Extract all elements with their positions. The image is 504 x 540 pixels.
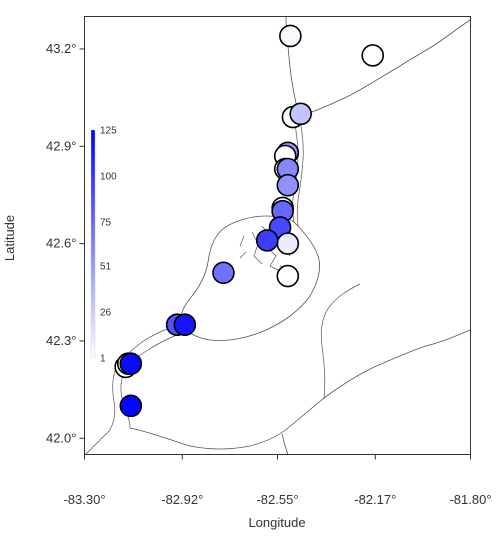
- station-markers: [114, 24, 385, 418]
- y-tick-label: 42.3°: [46, 333, 77, 348]
- x-axis-ticks: -83.30° -82.92° -82.55° -82.17° -81.80°: [63, 454, 492, 507]
- coastline-lake-erie-south: [84, 429, 111, 456]
- color-legend-label: 51: [100, 262, 112, 273]
- station-marker: [276, 173, 300, 197]
- station-marker: [119, 394, 143, 418]
- station-marker: [173, 313, 197, 337]
- x-tick-label: -81.80°: [449, 492, 491, 507]
- station-marker: [289, 102, 312, 126]
- y-axis-title: Latitude: [2, 215, 17, 261]
- station-marker: [276, 232, 300, 255]
- point-pelee: [281, 433, 289, 455]
- x-tick-label: -82.17°: [354, 492, 396, 507]
- color-legend-bar: [90, 129, 96, 359]
- coastline-lake-erie-north: [129, 329, 471, 450]
- station-marker: [279, 24, 302, 48]
- y-tick-label: 42.6°: [46, 236, 77, 251]
- y-tick-label: 42.9°: [46, 138, 77, 153]
- boundary-ontario-interior: [320, 283, 361, 399]
- y-tick-label: 42.0°: [46, 430, 77, 445]
- x-tick-label: -83.30°: [63, 492, 105, 507]
- station-marker: [361, 44, 385, 67]
- st-clair-flats: [239, 225, 291, 273]
- color-legend-label: 1: [100, 354, 106, 365]
- station-marker: [119, 352, 143, 375]
- x-tick-label: -82.92°: [161, 492, 203, 507]
- x-tick-label: -82.55°: [256, 492, 298, 507]
- st-clair-river-west: [296, 117, 304, 227]
- station-marker: [212, 261, 235, 285]
- color-legend-label: 125: [100, 126, 117, 137]
- color-legend-label: 26: [100, 308, 112, 319]
- coastline-lake-huron: [293, 19, 471, 119]
- station-marker: [255, 229, 279, 252]
- y-tick-label: 43.2°: [46, 41, 77, 56]
- x-axis-title: Longitude: [248, 515, 305, 530]
- color-legend-label: 75: [100, 217, 112, 228]
- color-legend: 125 100 75 51 26 1: [90, 126, 117, 365]
- color-legend-labels: 125 100 75 51 26 1: [100, 126, 117, 365]
- color-legend-label: 100: [100, 171, 117, 182]
- y-axis-ticks: 42.0° 42.3° 42.6° 42.9° 43.2°: [46, 41, 85, 445]
- station-marker: [276, 264, 300, 288]
